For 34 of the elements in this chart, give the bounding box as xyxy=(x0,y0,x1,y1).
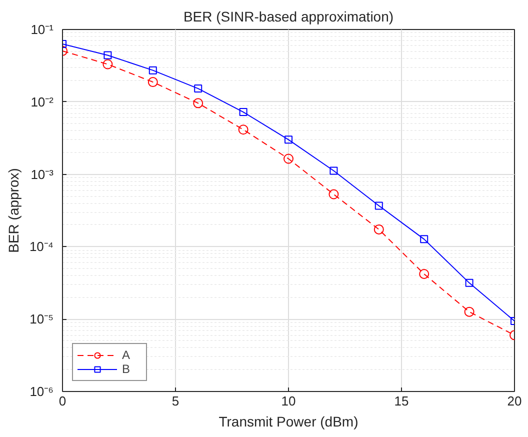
y-tick-label: 10⁻⁴ xyxy=(29,239,54,254)
point xyxy=(374,202,383,210)
point xyxy=(374,224,384,234)
chart-title: BER (SINR-based approximation) xyxy=(183,8,394,24)
y-tick-label: 10⁻⁶ xyxy=(30,384,54,399)
x-tick-label: 15 xyxy=(394,394,409,408)
point xyxy=(420,235,428,244)
point xyxy=(148,66,157,74)
point xyxy=(465,278,474,287)
point xyxy=(330,166,338,175)
y-tick-label: 10⁻⁵ xyxy=(30,312,54,327)
y-axis-title: BER (approx) xyxy=(5,168,22,253)
point xyxy=(239,108,248,116)
x-axis-title: Transmit Power (dBm) xyxy=(218,414,358,430)
x-tick-label: 0 xyxy=(58,394,66,408)
point xyxy=(238,124,248,135)
x-tick-label: 20 xyxy=(507,394,522,408)
point xyxy=(419,268,430,279)
point xyxy=(102,59,113,70)
x-tick-label: 10 xyxy=(281,394,296,408)
point xyxy=(193,98,204,108)
point xyxy=(284,136,292,144)
legend-label: B xyxy=(122,362,132,376)
point xyxy=(284,154,294,164)
x-tick-label: 5 xyxy=(172,394,180,408)
point xyxy=(148,77,158,88)
point xyxy=(328,189,339,200)
y-tick-label: 10⁻³ xyxy=(30,166,54,182)
legend-label: A xyxy=(122,348,132,362)
point xyxy=(104,51,112,60)
y-tick-label: 10⁻¹ xyxy=(30,22,54,37)
y-tick-label: 10⁻² xyxy=(30,94,54,110)
point xyxy=(194,84,202,93)
point xyxy=(464,306,474,317)
